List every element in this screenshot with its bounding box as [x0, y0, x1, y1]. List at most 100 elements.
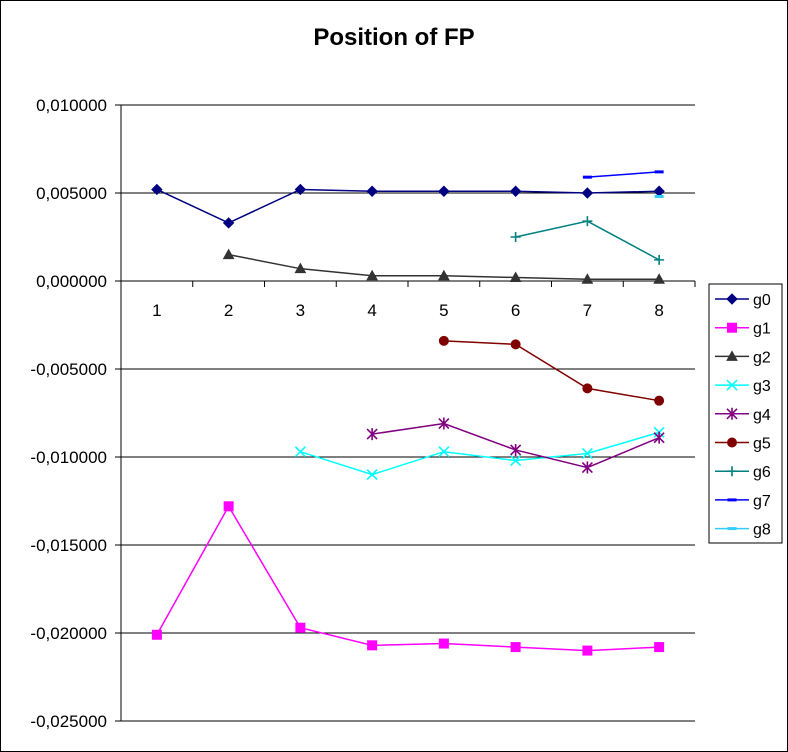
legend: g0 g1 g2 g3 g4 g5 g6 g7 g8	[708, 283, 783, 544]
series-g1	[151, 501, 665, 656]
legend-label: g3	[753, 378, 771, 395]
data-point	[510, 443, 522, 456]
y-tick-label: -0,020000	[30, 624, 107, 643]
data-point	[438, 446, 450, 458]
legend-item-g5: g5	[715, 436, 771, 453]
data-point	[367, 640, 378, 651]
data-point	[438, 417, 450, 430]
data-point	[654, 642, 665, 653]
legend-item-g1: g1	[715, 321, 771, 338]
legend-label: g2	[753, 349, 771, 366]
series-line	[443, 340, 660, 402]
y-tick-label: -0,010000	[30, 448, 107, 467]
data-point	[509, 271, 522, 282]
y-axis-ticks: 0,010000 0,005000 0,000000 -0,005000 -0,0100…	[30, 96, 121, 731]
y-tick-label: -0,005000	[30, 360, 107, 379]
y-tick-label: 0,005000	[36, 184, 107, 203]
series-g2	[222, 248, 665, 284]
data-point	[438, 269, 450, 281]
legend-item-g8: g8	[715, 522, 771, 539]
data-point	[581, 187, 594, 199]
y-tick-label: 0,010000	[36, 96, 107, 115]
data-point	[653, 185, 665, 197]
data-point	[222, 217, 235, 229]
legend-swatch-marker	[727, 527, 737, 531]
y-tick-label: -0,025000	[30, 712, 107, 731]
legend-swatch-marker	[727, 466, 737, 477]
data-point	[223, 501, 234, 512]
series-group	[151, 170, 665, 656]
data-point	[151, 629, 162, 640]
data-point	[653, 273, 665, 284]
series-g0	[151, 183, 665, 229]
data-point	[581, 447, 593, 460]
series-line	[300, 431, 660, 476]
legend-item-g6: g6	[715, 464, 771, 481]
data-point	[654, 195, 664, 199]
data-point	[582, 216, 593, 227]
data-point	[366, 469, 378, 481]
series-g4	[366, 417, 665, 474]
data-point	[151, 183, 163, 196]
data-point	[510, 454, 522, 467]
legend-item-g7: g7	[715, 493, 771, 510]
y-tick-label: -0,015000	[30, 536, 107, 555]
legend-label: g6	[753, 464, 771, 481]
x-tick-label: 3	[296, 301, 305, 320]
data-point	[294, 446, 306, 458]
legend-item-g4: g4	[715, 407, 771, 424]
data-point	[222, 248, 235, 260]
legend-label: g7	[753, 493, 771, 510]
x-tick-label: 1	[152, 301, 161, 320]
data-point	[581, 461, 593, 474]
series-g8	[654, 195, 664, 199]
data-point	[582, 383, 593, 394]
data-point	[510, 339, 521, 350]
series-g3	[294, 426, 665, 481]
series-line	[156, 504, 660, 652]
series-g5	[438, 335, 665, 406]
x-tick-label: 7	[583, 301, 592, 320]
data-point	[295, 622, 306, 633]
legend-swatch-marker	[727, 498, 737, 502]
x-tick-label: 6	[511, 301, 520, 320]
data-point	[653, 431, 665, 444]
legend-label: g5	[753, 436, 771, 453]
series-line	[515, 220, 660, 261]
x-tick-label: 5	[439, 301, 448, 320]
legend-swatch-marker	[726, 293, 738, 305]
legend-swatch-marker	[726, 407, 738, 420]
legend-label: g4	[753, 407, 771, 424]
series-line	[156, 188, 660, 224]
legend-swatch-marker	[727, 322, 737, 333]
series-line	[587, 171, 660, 178]
legend-item-g3: g3	[715, 378, 771, 395]
legend-swatch-marker	[726, 350, 738, 361]
legend-swatch-marker	[726, 379, 738, 391]
chart-title: Position of FP	[313, 24, 474, 51]
x-tick-label: 4	[367, 301, 376, 320]
data-point	[366, 185, 378, 197]
data-point	[654, 170, 664, 174]
data-point	[654, 395, 665, 406]
data-point	[366, 428, 378, 441]
data-point	[366, 269, 378, 281]
x-tick-label: 2	[224, 301, 233, 320]
legend-label: g8	[753, 522, 771, 539]
data-point	[438, 185, 450, 197]
data-point	[654, 254, 665, 265]
axes	[120, 105, 695, 721]
series-g6	[510, 216, 665, 265]
y-tick-label: 0,000000	[36, 272, 107, 291]
legend-item-g0: g0	[715, 292, 771, 309]
gridlines	[121, 104, 695, 722]
legend-swatch-marker	[727, 437, 737, 448]
data-point	[438, 335, 449, 346]
legend-label: g1	[753, 321, 771, 338]
data-point	[294, 262, 307, 274]
data-point	[510, 232, 521, 242]
data-point	[582, 175, 592, 179]
x-axis-ticks: 1 2 3 4 5 6 7 8	[120, 281, 696, 320]
